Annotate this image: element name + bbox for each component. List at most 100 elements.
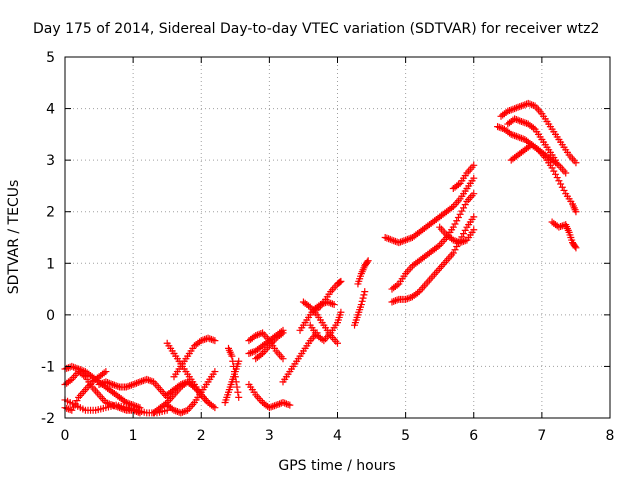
data-point [73, 397, 81, 405]
series-arc-3 [61, 362, 144, 412]
data-point [211, 337, 219, 345]
data-point [143, 375, 151, 383]
series-arc-27 [436, 223, 478, 247]
data-point [78, 366, 86, 374]
data-point [131, 402, 139, 410]
data-point [102, 378, 110, 386]
series-arc-12 [225, 344, 243, 401]
data-point [70, 363, 78, 371]
data-point [267, 403, 275, 411]
series-arc-17 [279, 329, 321, 386]
data-point [235, 357, 243, 365]
x-tick-label: 8 [606, 428, 615, 444]
data-point [255, 330, 263, 338]
data-point [97, 380, 105, 388]
data-point [277, 330, 285, 338]
data-point [470, 213, 478, 221]
series-arc-16 [252, 329, 287, 363]
data-point [252, 331, 260, 339]
series-arc-25 [388, 190, 478, 293]
data-point [172, 407, 180, 415]
data-point [548, 164, 556, 172]
data-point [555, 223, 563, 231]
data-point [229, 357, 237, 365]
y-tick-label: 5 [46, 50, 55, 66]
data-point [114, 382, 122, 390]
data-point [318, 335, 326, 343]
data-point [124, 399, 132, 407]
series-arc-5 [95, 375, 171, 401]
series-arc-31 [507, 141, 580, 216]
data-point [257, 330, 265, 338]
series-arc-9 [170, 334, 219, 381]
data-point [279, 355, 287, 363]
data-point [233, 383, 241, 391]
data-point [199, 336, 207, 344]
data-point [558, 183, 566, 191]
data-point [560, 186, 568, 194]
data-point [138, 377, 146, 385]
data-point [390, 237, 398, 245]
data-point [558, 222, 566, 230]
data-point [201, 335, 209, 343]
grid-layer [65, 57, 610, 418]
y-tick-label: 2 [46, 205, 55, 221]
data-point [358, 297, 366, 305]
x-axis-label: GPS time / hours [278, 458, 395, 474]
data-point [197, 337, 205, 345]
series-arc-26 [388, 213, 478, 306]
data-point [272, 401, 280, 409]
data-point [328, 300, 336, 308]
data-point [553, 160, 561, 168]
data-point [458, 207, 466, 215]
y-tick-label: 0 [46, 308, 55, 324]
data-point [521, 101, 529, 109]
data-point [529, 124, 537, 132]
data-point [460, 237, 468, 245]
data-point [553, 174, 561, 182]
data-point [385, 235, 393, 243]
data-point [235, 393, 243, 401]
data-point [234, 388, 242, 396]
data-point [388, 298, 396, 306]
data-point [386, 235, 394, 243]
data-point [516, 117, 524, 125]
data-point [107, 380, 115, 388]
x-tick-label: 0 [61, 428, 70, 444]
data-point [232, 378, 240, 386]
data-point [134, 379, 142, 387]
data-point [209, 336, 217, 344]
data-point [279, 329, 287, 337]
data-point [460, 230, 468, 238]
data-point [204, 334, 212, 342]
data-point [64, 364, 72, 372]
data-point [122, 383, 130, 391]
data-point [511, 132, 519, 140]
data-point [207, 335, 215, 343]
data-point [211, 404, 219, 412]
data-point [514, 133, 522, 141]
series-arc-24 [381, 174, 478, 247]
data-point [170, 406, 178, 414]
data-point [230, 362, 238, 370]
data-point [100, 369, 108, 377]
data-point [391, 297, 399, 305]
data-point [66, 377, 74, 385]
data-point [456, 239, 464, 247]
data-point [516, 103, 524, 111]
data-point [402, 236, 410, 244]
data-point [449, 223, 457, 231]
data-point [454, 214, 462, 222]
data-point [572, 244, 580, 252]
data-point [146, 377, 154, 385]
data-point [451, 220, 459, 228]
data-point [552, 156, 559, 164]
data-point [453, 217, 461, 225]
data-point [73, 364, 81, 372]
data-point [460, 204, 468, 212]
x-tick-label: 4 [333, 428, 342, 444]
data-point [104, 399, 112, 407]
data-point [390, 297, 398, 305]
data-point [512, 132, 520, 140]
